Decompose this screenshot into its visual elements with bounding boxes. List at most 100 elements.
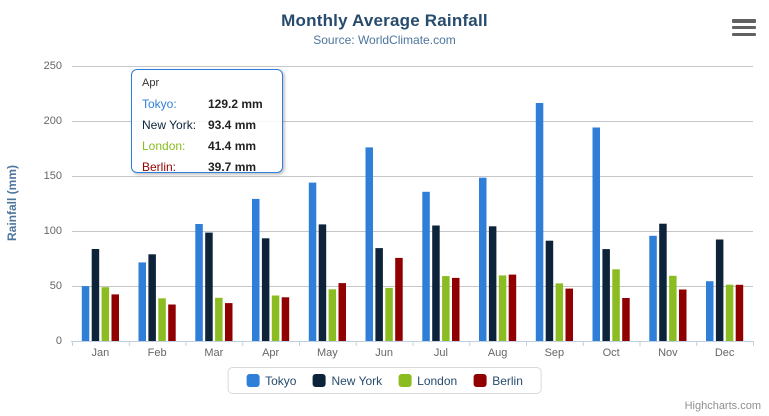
legend-symbol [473, 374, 487, 387]
y-axis-label: 50 [49, 280, 62, 292]
tooltip: Apr Tokyo: 129.2 mm New York: 93.4 mm London… [131, 69, 283, 174]
bar[interactable] [479, 177, 487, 341]
x-axis-label: Jan [91, 347, 110, 359]
tooltip-value: 93.4 mm [208, 118, 257, 132]
tooltip-series-label: Tokyo: [142, 97, 177, 111]
bar[interactable] [81, 286, 90, 341]
x-axis-label: Oct [602, 347, 620, 359]
tooltip-category: Apr [142, 77, 160, 89]
x-axis-label: May [316, 347, 338, 359]
bar[interactable] [592, 127, 601, 342]
bar[interactable] [706, 281, 714, 341]
bar[interactable] [508, 274, 517, 341]
bar[interactable] [395, 257, 403, 341]
bar[interactable] [545, 240, 554, 341]
chart-subtitle: Source: WorldClimate.com [313, 33, 456, 47]
credits-link[interactable]: Highcharts.com [684, 400, 761, 412]
bar[interactable] [168, 304, 176, 342]
bar[interactable] [318, 224, 327, 341]
bar[interactable] [138, 262, 147, 341]
bar[interactable] [498, 275, 507, 341]
bar[interactable] [111, 294, 120, 341]
hamburger-icon [732, 19, 756, 23]
bar[interactable] [91, 249, 100, 341]
x-axis-label: Feb [147, 347, 167, 359]
bar[interactable] [725, 284, 734, 341]
bar[interactable] [101, 287, 110, 341]
bar[interactable] [365, 147, 374, 341]
export-menu-button[interactable] [732, 19, 756, 36]
bar[interactable] [622, 298, 630, 341]
bar[interactable] [252, 198, 260, 341]
legend-label: Berlin [492, 373, 523, 388]
tooltip-series-label: Berlin: [142, 160, 177, 174]
y-axis-label: 150 [43, 170, 62, 182]
legend-item-london[interactable]: London [398, 374, 457, 388]
tooltip-value: 129.2 mm [208, 97, 263, 111]
x-axis-label: Jun [375, 347, 393, 359]
legend-symbol [246, 374, 260, 387]
legend-item-berlin[interactable]: Berlin [473, 374, 523, 388]
x-axis-label: Aug [487, 347, 508, 359]
bar[interactable] [375, 248, 383, 342]
bar[interactable] [148, 254, 156, 341]
bar[interactable] [432, 225, 440, 342]
bar[interactable] [422, 191, 430, 341]
legend-symbol [312, 374, 326, 387]
y-axis-label: 250 [43, 60, 62, 72]
bar[interactable] [555, 283, 564, 341]
tooltip-row: New York: 93.4 mm [142, 115, 272, 136]
bar[interactable] [215, 297, 223, 341]
legend-label: London [417, 373, 458, 388]
bar[interactable] [271, 295, 280, 342]
bar[interactable] [205, 232, 213, 341]
x-axis-label: Jul [433, 347, 448, 359]
legend-label: Tokyo [265, 373, 297, 388]
hamburger-icon [732, 25, 756, 30]
legend-label: New York [331, 373, 383, 388]
bar[interactable] [659, 223, 667, 341]
legend-item-new-york[interactable]: New York [312, 374, 382, 388]
y-axis-label: 0 [55, 335, 62, 347]
tooltip-series-label: New York: [142, 118, 197, 132]
bar[interactable] [281, 297, 290, 341]
bar[interactable] [225, 303, 233, 342]
legend: Tokyo New York London Berlin [227, 367, 542, 394]
x-axis-label: Nov [658, 347, 678, 359]
y-axis-label: 200 [43, 115, 62, 127]
bar[interactable] [328, 289, 337, 341]
bar[interactable] [612, 269, 620, 341]
bar[interactable] [488, 226, 497, 341]
bar[interactable] [715, 239, 724, 342]
legend-symbol [398, 374, 412, 387]
tooltip-value: 39.7 mm [208, 160, 257, 174]
chart-title: Monthly Average Rainfall [281, 11, 488, 30]
bar[interactable] [195, 224, 203, 341]
bar[interactable] [338, 283, 347, 341]
bar[interactable] [602, 249, 610, 341]
bar[interactable] [158, 298, 166, 341]
bar[interactable] [565, 288, 574, 341]
legend-item-tokyo[interactable]: Tokyo [246, 374, 296, 388]
x-axis-label: Mar [204, 347, 224, 359]
tooltip-row: London: 41.4 mm [142, 136, 272, 157]
tooltip-row: Tokyo: 129.2 mm [142, 94, 272, 115]
bar[interactable] [261, 238, 270, 341]
x-axis-label: Apr [262, 347, 280, 359]
x-axis-label: Sep [544, 347, 565, 359]
hamburger-icon [732, 32, 756, 36]
tooltip-series-label: London: [142, 139, 186, 153]
bar[interactable] [308, 182, 317, 341]
x-axis-label: Dec [714, 347, 735, 359]
tooltip-value: 41.4 mm [208, 139, 257, 153]
bar[interactable] [735, 284, 744, 341]
bar[interactable] [669, 275, 677, 341]
bar[interactable] [535, 103, 544, 341]
bar[interactable] [452, 277, 460, 341]
tooltip-row: Berlin: 39.7 mm [142, 157, 272, 178]
bar[interactable] [679, 289, 687, 342]
bar[interactable] [385, 287, 393, 341]
bar[interactable] [649, 235, 657, 341]
bar[interactable] [442, 276, 450, 341]
